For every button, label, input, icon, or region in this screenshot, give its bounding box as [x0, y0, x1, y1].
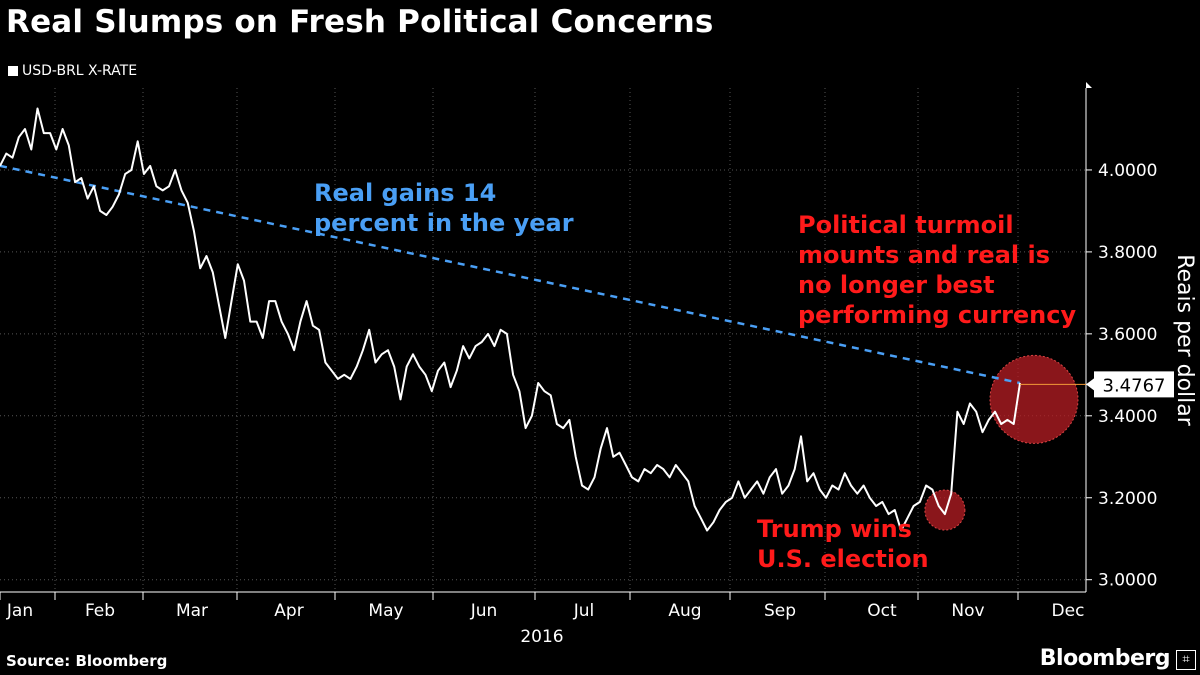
x-tick-label: Mar: [176, 601, 208, 621]
legend: USD-BRL X-RATE: [8, 63, 137, 79]
highlight-circle-nov: [989, 354, 1079, 444]
source-note: Source: Bloomberg: [6, 652, 168, 670]
trend-line: [0, 164, 1021, 385]
x-tick-label: Apr: [274, 601, 303, 621]
x-tick-label: Jun: [470, 601, 498, 621]
y-axis-arrow: [1086, 82, 1092, 88]
annotation-trump-election: Trump wins U.S. election: [757, 515, 929, 573]
last-value-label: 3.4767: [1103, 375, 1166, 396]
bloomberg-terminal-icon: ⌗: [1176, 650, 1196, 670]
y-axis-title: Reais per dollar: [1172, 254, 1197, 427]
y-tick-label: 3.6000: [1098, 325, 1157, 345]
y-tick-label: 4.0000: [1098, 161, 1157, 181]
legend-label: USD-BRL X-RATE: [22, 63, 138, 79]
y-tick-label: 3.2000: [1098, 489, 1157, 509]
brand-logo: Bloomberg: [1039, 646, 1171, 671]
y-tick-label: 3.8000: [1098, 243, 1157, 263]
x-tick-label: Feb: [85, 601, 115, 621]
annotation-real-gains: Real gains 14 percent in the year: [314, 179, 574, 237]
usd-brl-series-line: [0, 107, 1021, 532]
x-tick-label: May: [368, 601, 403, 621]
chart-title: Real Slumps on Fresh Political Concerns: [6, 4, 714, 40]
x-tick-label: Oct: [867, 601, 897, 621]
x-tick-label: Jul: [573, 601, 595, 621]
y-tick-label: 3.0000: [1098, 571, 1157, 591]
last-value-pointer: [1086, 378, 1094, 391]
last-value-box: [1094, 371, 1174, 398]
x-tick-label: Aug: [668, 601, 701, 621]
x-year-label: 2016: [520, 627, 563, 647]
annotation-political-turmoil: Political turmoil mounts and real is no lo…: [798, 211, 1076, 329]
x-tick-label: Nov: [951, 601, 984, 621]
y-tick-label: 3.4000: [1098, 407, 1157, 427]
legend-swatch: [8, 66, 18, 76]
highlight-circle-election: [924, 489, 966, 531]
x-tick-label: Sep: [764, 601, 796, 621]
x-tick-label: Jan: [6, 601, 33, 621]
x-tick-label: Dec: [1052, 601, 1085, 621]
